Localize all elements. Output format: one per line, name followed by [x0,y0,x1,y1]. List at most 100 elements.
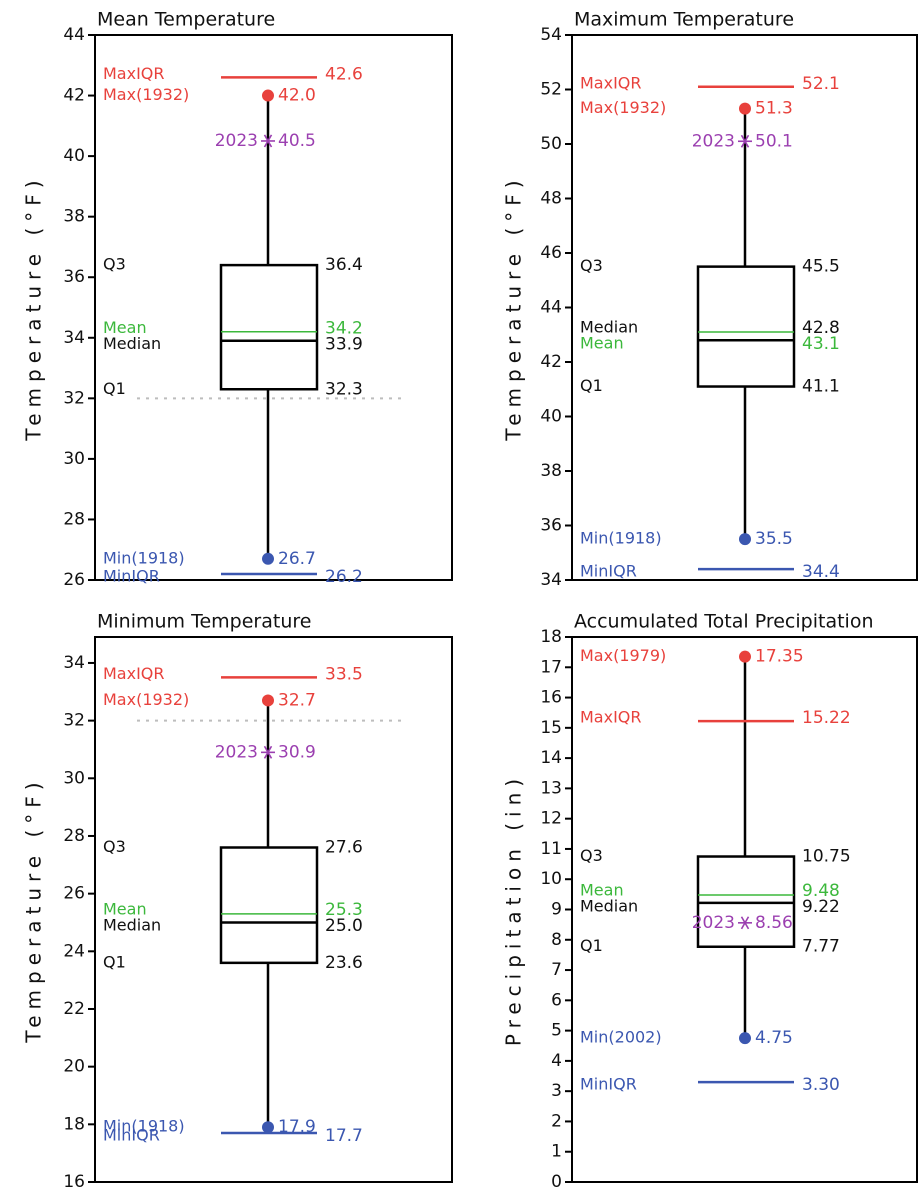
asterisk-icon [738,134,752,148]
max-iqr-label: MaxIQR [103,64,165,83]
asterisk-icon [261,134,275,148]
current-year-value: 30.9 [278,742,316,762]
y-tick-label: 32 [63,711,85,731]
y-tick-label: 40 [540,407,562,427]
current-year-label: 2023 [215,742,258,762]
min-value: 17.9 [278,1117,316,1137]
min-value: 35.5 [755,529,793,549]
max-value: 42.0 [278,86,316,106]
max-iqr-value: 15.22 [802,708,851,728]
current-year-label: 2023 [692,913,735,933]
q1-value: 32.3 [325,379,363,399]
mean-label: Mean [580,880,624,899]
q3-label: Q3 [103,837,126,856]
min-value: 4.75 [755,1028,793,1048]
mean-value: 43.1 [802,334,840,354]
q3-value: 10.75 [802,847,851,867]
y-tick-label: 16 [63,1172,85,1192]
y-tick-label: 22 [63,999,85,1019]
y-tick-label: 34 [540,570,562,590]
y-axis-label: Temperature (°F) [502,174,526,441]
q3-label: Q3 [580,256,603,275]
chart-panel-2: Maximum Temperature Temperature (°F) 34 36 3… [502,9,918,590]
y-tick-label: 44 [540,298,562,318]
y-tick-label: 26 [63,570,85,590]
mean-value: 9.48 [802,881,840,901]
min-iqr-value: 26.2 [325,567,363,587]
current-year-value: 50.1 [755,131,793,151]
mean-value: 25.3 [325,900,363,920]
y-tick-label: 7 [551,960,562,980]
min-iqr-label: MinIQR [103,1125,160,1144]
y-tick-label: 0 [551,1172,562,1192]
q1-label: Q1 [103,379,126,398]
max-value: 32.7 [278,690,316,710]
y-tick-label: 13 [540,778,562,798]
y-axis-label: Precipitation (in) [502,773,526,1046]
max-iqr-value: 42.6 [325,64,363,84]
min-value: 26.7 [278,549,316,569]
y-tick-label: 42 [63,86,85,106]
y-tick-label: 20 [63,1057,85,1077]
chart-panel-1: Mean Temperature Temperature (°F) 26 28 30 32… [22,9,453,590]
y-tick-label: 18 [63,1114,85,1134]
y-tick-label: 30 [63,768,85,788]
y-tick-label: 30 [63,449,85,469]
y-tick-label: 28 [63,826,85,846]
y-tick-label: 10 [540,869,562,889]
y-axis-label: Temperature (°F) [22,174,46,441]
iqr-box [219,263,319,391]
q1-value: 41.1 [802,377,840,397]
min-label: Min(1918) [103,1117,185,1136]
y-tick-label: 2 [551,1111,562,1131]
median-value: 33.9 [325,334,363,354]
plot-frame [94,636,453,1183]
max-point [739,102,751,115]
max-iqr-label: MaxIQR [580,73,642,92]
median-label: Median [580,318,638,337]
y-tick-label: 38 [63,207,85,227]
chart-title: Mean Temperature [97,9,275,31]
chart-panel-3: Minimum Temperature Temperature (°F) 16 18 2… [22,611,453,1192]
median-value: 25.0 [325,916,363,936]
y-tick-label: 46 [540,243,562,263]
y-tick-label: 3 [551,1081,562,1101]
y-tick-label: 52 [540,80,562,100]
y-tick-label: 44 [63,25,85,45]
iqr-box [219,846,319,965]
current-year-value: 8.56 [755,913,793,933]
y-tick-label: 15 [540,718,562,738]
y-tick-label: 50 [540,134,562,154]
max-iqr-value: 52.1 [802,74,840,94]
max-label: Max(1979) [580,646,666,665]
min-point [262,552,274,565]
y-tick-label: 34 [63,653,85,673]
iqr-box [696,265,796,388]
asterisk-stroke [263,745,273,759]
y-axis-label: Temperature (°F) [22,776,46,1043]
chart-panel-4: Accumulated Total Precipitation Precipita… [502,611,918,1192]
current-year-label: 2023 [692,131,735,151]
current-year-label: 2023 [215,131,258,151]
y-tick-label: 11 [540,839,562,859]
mean-value: 34.2 [325,318,363,338]
min-label: Min(2002) [580,1028,662,1047]
y-tick-label: 1 [551,1142,562,1162]
chart-title: Maximum Temperature [574,9,794,31]
q3-value: 27.6 [325,838,363,858]
y-tick-label: 6 [551,990,562,1010]
min-iqr-label: MinIQR [103,566,160,585]
y-tick-label: 48 [540,189,562,209]
min-point [262,1121,274,1134]
median-value: 9.22 [802,897,840,917]
mean-label: Mean [103,900,147,919]
q1-label: Q1 [580,936,603,955]
q1-value: 23.6 [325,953,363,973]
asterisk-stroke [263,134,273,148]
min-iqr-value: 3.30 [802,1075,840,1095]
y-tick-label: 38 [540,461,562,481]
q1-label: Q1 [580,376,603,395]
max-value: 17.35 [755,647,804,667]
y-tick-label: 17 [540,657,562,677]
